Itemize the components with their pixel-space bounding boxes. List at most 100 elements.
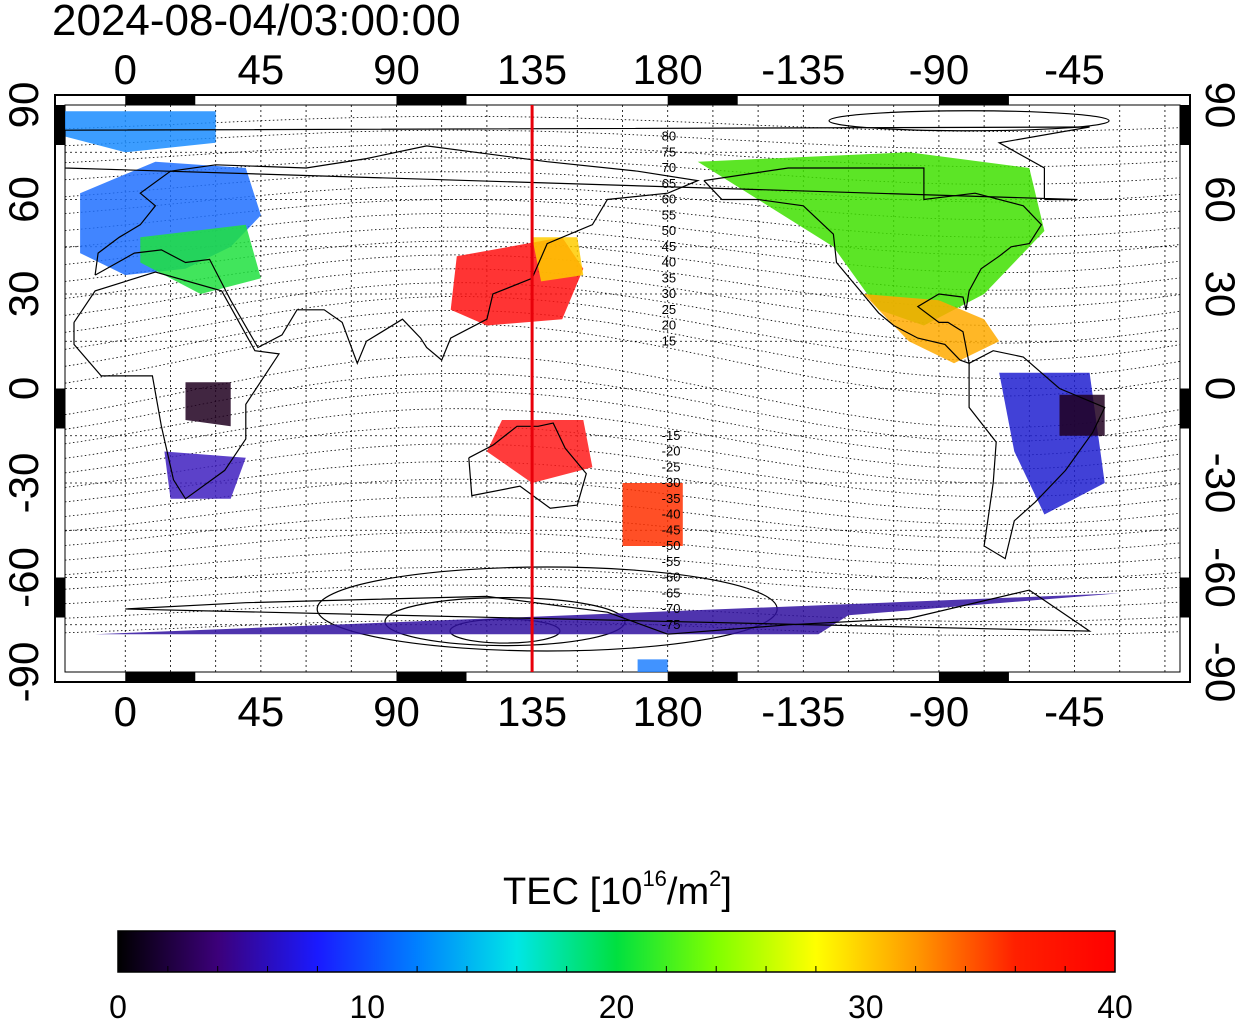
contour-label: 80 [662,129,676,144]
frame-bar-bottom [125,672,196,682]
tec-region-new-zealand [622,483,683,546]
frame-bar-right [1180,388,1190,429]
frame-tick-bars [55,95,1190,682]
contour-label: 40 [662,255,676,270]
colorbar-tick-label: 10 [349,989,385,1021]
colorbar-tick-label: 40 [1097,989,1133,1021]
contour-label: 45 [662,239,676,254]
lat-label-right: 30 [1197,271,1235,318]
frame-bar-left [55,388,65,429]
lat-label-right: 0 [1197,377,1235,400]
frame-bar-top [125,95,196,105]
frame-bar-top [667,95,738,105]
contour-label: -70 [662,601,681,616]
timestamp-title: 2024-08-04/03:00:00 [52,0,461,45]
lat-label-right: 60 [1197,176,1235,223]
lat-label-left: 60 [0,176,47,223]
antarctica-coast [125,589,1092,635]
contour-label: 30 [662,286,676,301]
contour-label: -55 [662,554,681,569]
contour-line [65,372,1180,442]
contour-line [65,323,1180,397]
tec-region-australia [486,420,593,483]
lon-label-bottom: 0 [114,688,137,735]
lat-label-right: -90 [1197,642,1235,703]
tec-region-arctic-europe [65,111,216,153]
colorbar-tick-label: 20 [599,989,635,1021]
frame-bar-bottom [396,672,467,682]
tec-region-southern-africa [164,451,246,499]
frame-bar-top [938,95,1009,105]
contour-label: -15 [662,428,681,443]
lon-label-bottom: -135 [761,688,845,735]
lat-label-right: -30 [1197,453,1235,514]
contour-label: 65 [662,176,676,191]
frame-bar-top [396,95,467,105]
contour-label: -20 [662,444,681,459]
lat-label-left: 0 [0,377,47,400]
lon-label-bottom: 135 [497,688,567,735]
contour-label: -30 [662,475,681,490]
lon-label-top: 135 [497,46,567,93]
contour-label: -40 [662,507,681,522]
frame-bar-right [1180,105,1190,145]
lon-label-bottom: -45 [1044,688,1105,735]
pole-contour [828,110,1110,132]
frame-bar-bottom [667,672,738,682]
lon-label-top: 90 [373,46,420,93]
contour-line [65,309,1180,379]
colorbar-title: TEC [1016/m2] [503,866,732,913]
axis-labels: 0 45 90 135 180 -135 -90 -45 0 45 90 135 180 -135 -90 -… [0,46,1235,735]
contour-label: -50 [662,538,681,553]
contour-label: -65 [662,585,681,600]
contour-line [65,240,1180,291]
frame-bar-left [55,577,65,618]
contour-label: -25 [662,459,681,474]
lat-label-left: -60 [0,547,47,608]
colorbar-ticks: 0 10 20 30 40 [109,966,1133,1021]
contour-label: 20 [662,318,676,333]
tec-region-antarctic [95,593,1120,635]
contour-label: -35 [662,491,681,506]
contour-label: 50 [662,223,676,238]
contour-line [65,296,1180,362]
contour-line [65,268,1180,326]
frame-bar-left [55,105,65,145]
contour-line [65,461,1180,512]
lat-label-right: 90 [1197,82,1235,129]
africa-coast [73,271,281,500]
coastlines [65,126,1106,635]
contour-line [65,355,1180,429]
contour-line [65,254,1180,309]
frame-bar-right [1180,577,1190,618]
lat-label-right: -60 [1197,547,1235,608]
lon-label-bottom: -90 [909,688,970,735]
contour-label: 60 [662,192,676,207]
lon-label-bottom: 90 [373,688,420,735]
lon-label-top: -135 [761,46,845,93]
contour-label: 55 [662,207,676,222]
s-america-coast [968,350,1106,560]
contour-label: -75 [662,617,681,632]
lon-label-top: -90 [909,46,970,93]
lon-label-top: 0 [114,46,137,93]
lon-label-top: 45 [238,46,285,93]
contour-line [65,443,1180,498]
contour-label: 15 [662,333,676,348]
contour-label: -60 [662,570,681,585]
lat-label-left: 30 [0,271,47,318]
lon-label-bottom: 45 [238,688,285,735]
contour-line [65,425,1180,484]
australia-coast [468,422,587,509]
europe-asia-coast [94,145,700,365]
tec-region-east-africa [185,382,231,427]
contour-line [65,496,1180,539]
lat-label-left: 90 [0,82,47,129]
contour-label: 25 [662,302,676,317]
lat-label-left: -30 [0,453,47,514]
colorbar [117,930,1116,973]
lon-label-top: -45 [1044,46,1105,93]
lon-label-top: 180 [633,46,703,93]
